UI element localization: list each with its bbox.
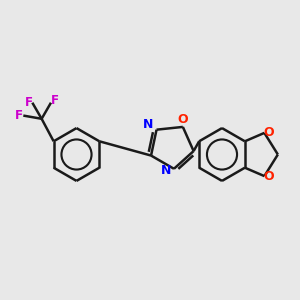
- Text: F: F: [15, 109, 23, 122]
- Text: O: O: [263, 170, 274, 183]
- Text: F: F: [24, 96, 32, 109]
- Text: N: N: [161, 164, 171, 177]
- Text: N: N: [143, 118, 154, 131]
- Text: O: O: [178, 113, 188, 126]
- Text: O: O: [263, 126, 274, 139]
- Text: F: F: [50, 94, 59, 107]
